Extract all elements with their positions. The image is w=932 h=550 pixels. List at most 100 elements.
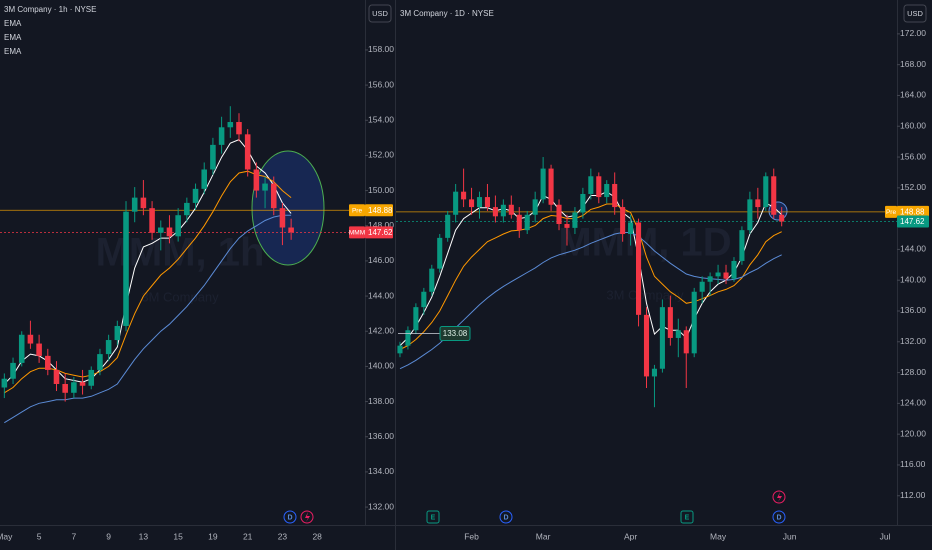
legend-entry: EMA: [4, 33, 22, 42]
price-box: [897, 205, 929, 218]
price-name: MMM: [349, 230, 365, 237]
y-tick-label: 132.00: [368, 501, 394, 511]
candle-body: [210, 144, 216, 170]
candle-body: [192, 188, 199, 203]
y-tick-label: 140.00: [368, 361, 394, 371]
y-tick-label: 120.00: [900, 428, 926, 438]
dividend-marker[interactable]: [499, 510, 513, 524]
x-tick-label: 5: [37, 531, 42, 541]
dividend-marker[interactable]: [283, 510, 297, 524]
y-tick-label: 168.00: [900, 59, 926, 69]
y-tick-label: 156.00: [900, 151, 926, 161]
y-tick-label: 160.00: [900, 120, 926, 130]
candle-body: [140, 197, 147, 209]
split-marker[interactable]: [772, 490, 786, 504]
currency-box[interactable]: [368, 4, 392, 23]
legend-entry: EMA: [4, 19, 22, 28]
candle-body: [445, 214, 451, 238]
price-box: [365, 226, 393, 239]
candle-body: [244, 134, 251, 170]
x-tick-label: 23: [278, 531, 288, 541]
split-marker[interactable]: [300, 510, 314, 524]
candle-body: [723, 272, 729, 279]
candle-body: [628, 222, 634, 235]
candle-body: [36, 343, 42, 356]
candle-body: [739, 230, 745, 261]
y-tick-label: 144.00: [900, 244, 926, 254]
y-tick-label: 112.00: [900, 490, 926, 500]
candle-body: [45, 355, 51, 370]
candle-body: [620, 207, 626, 235]
currency[interactable]: USD: [907, 9, 923, 18]
x-tick-label: Jul: [880, 531, 891, 541]
candle-body: [236, 122, 242, 135]
chart-title: 3M Company · 1h · NYSE: [4, 5, 96, 14]
candle-body: [18, 334, 25, 363]
price-value: 148.88: [368, 206, 393, 215]
event-label[interactable]: D: [776, 514, 781, 521]
candle-body: [461, 191, 467, 200]
candle-body: [500, 204, 506, 217]
candle-body: [548, 168, 554, 205]
y-tick-label: 142.00: [368, 325, 394, 335]
candle-body: [397, 345, 403, 354]
event-label[interactable]: E: [685, 514, 690, 521]
candle-body: [123, 211, 129, 326]
y-tick-label: 150.00: [368, 185, 394, 195]
candle-body: [763, 176, 769, 208]
annotation-box: [439, 325, 471, 341]
candle-body: [556, 204, 562, 225]
candle-body: [755, 199, 761, 208]
candle-body: [27, 334, 34, 344]
candle-body: [675, 330, 681, 338]
y-tick-label: 140.00: [900, 274, 926, 284]
dividend-marker[interactable]: [772, 510, 786, 524]
watermark: MMM, 1h: [96, 231, 265, 275]
lightning-icon: [777, 492, 782, 502]
candle-body: [79, 382, 86, 386]
y-tick-label: 138.00: [368, 396, 394, 406]
x-tick-label: Apr: [624, 531, 637, 541]
chart-title: 3M Company · 1D · NYSE: [400, 9, 494, 18]
candle-body: [1, 378, 8, 388]
y-tick-label: 134.00: [368, 466, 394, 476]
candle-body: [53, 369, 60, 384]
event-label[interactable]: D: [503, 514, 508, 521]
x-tick-label: May: [0, 531, 13, 541]
y-tick-label: 148.00: [368, 220, 394, 230]
x-tick-label: Jun: [783, 531, 797, 541]
price-name-box: [349, 204, 365, 217]
event-label[interactable]: D: [287, 514, 292, 521]
candle-body: [166, 227, 173, 237]
earnings-marker[interactable]: [426, 510, 440, 524]
y-tick-label: 152.00: [368, 150, 394, 160]
y-tick-label: 152.00: [900, 182, 926, 192]
candle-body: [604, 183, 610, 198]
candle-body: [469, 199, 475, 208]
candle-body: [88, 369, 95, 386]
candle-body: [779, 214, 785, 222]
watermark-sub: 3M Company: [141, 289, 219, 304]
currency-box[interactable]: [903, 4, 927, 23]
candle-body: [453, 191, 459, 215]
price-value: 147.62: [368, 228, 393, 237]
candle-body: [105, 340, 112, 355]
price-box: [897, 215, 929, 228]
y-tick-label: 164.00: [900, 90, 926, 100]
candle-body: [437, 237, 443, 269]
currency[interactable]: USD: [372, 9, 388, 18]
candle-body: [413, 307, 419, 331]
candle-body: [484, 197, 490, 208]
candle-body: [747, 199, 753, 231]
candle-body: [149, 208, 155, 233]
candle-body: [97, 354, 103, 370]
earnings-marker[interactable]: [680, 510, 694, 524]
candle-body: [62, 383, 68, 393]
x-tick-label: 19: [208, 531, 218, 541]
event-label[interactable]: E: [431, 514, 436, 521]
candle-body: [516, 214, 522, 231]
candle-body: [262, 183, 268, 191]
candle-body: [564, 224, 570, 228]
